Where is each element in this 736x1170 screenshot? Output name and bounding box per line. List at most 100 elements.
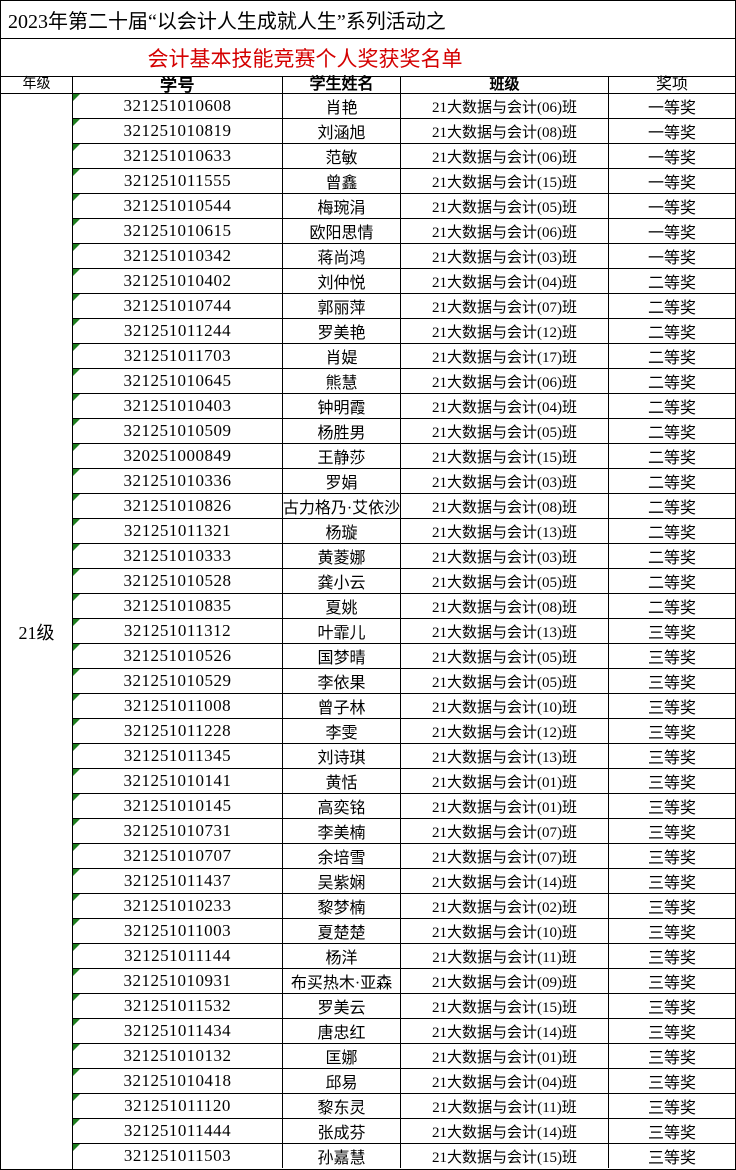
student-name-text: 肖艳: [325, 100, 358, 117]
class-text: 21大数据与会计(07)班: [432, 849, 577, 866]
student-id-text: 321251011144: [124, 946, 231, 965]
student-name-text: 吴紫娴: [317, 875, 366, 892]
excel-error-triangle-icon: [73, 744, 80, 751]
award-text: 二等奖: [647, 450, 696, 467]
student-id-text: 321251010744: [123, 296, 232, 315]
student-id-cell: 321251010544: [73, 194, 283, 218]
student-name-text: 布买热木·亚森: [290, 975, 393, 992]
table-row: 321251011144 杨洋 21大数据与会计(11)班 三等奖: [73, 944, 735, 969]
excel-error-triangle-icon: [73, 519, 80, 526]
award-text: 三等奖: [647, 650, 696, 667]
student-name-text: 钟明霞: [317, 400, 366, 417]
student-id-text: 321251011345: [123, 746, 232, 765]
award-cell: 二等奖: [609, 444, 735, 468]
class-cell: 21大数据与会计(12)班: [401, 319, 609, 343]
class-text: 21大数据与会计(08)班: [432, 499, 577, 516]
table-row: 321251010608 肖艳 21大数据与会计(06)班 一等奖: [73, 94, 735, 119]
student-id-cell: 321251010526: [73, 644, 283, 668]
excel-error-triangle-icon: [73, 644, 80, 651]
student-id-cell: 321251010645: [73, 369, 283, 393]
class-text: 21大数据与会计(12)班: [432, 324, 577, 341]
student-name-text: 李美楠: [317, 825, 366, 842]
class-text: 21大数据与会计(06)班: [432, 99, 577, 116]
student-id-cell: 321251010615: [73, 219, 283, 243]
class-text: 21大数据与会计(01)班: [432, 799, 577, 816]
award-text: 二等奖: [647, 600, 696, 617]
class-text: 21大数据与会计(09)班: [432, 974, 577, 991]
student-name-cell: 杨璇: [283, 519, 401, 543]
award-text: 三等奖: [647, 900, 696, 917]
award-text: 三等奖: [647, 950, 696, 967]
student-id-cell: 321251010336: [73, 469, 283, 493]
award-cell: 三等奖: [609, 819, 735, 843]
student-id-cell: 321251010731: [73, 819, 283, 843]
table-row: 321251010418 邱易 21大数据与会计(04)班 三等奖: [73, 1069, 735, 1094]
award-cell: 一等奖: [609, 169, 735, 193]
table-row: 321251010707 余培雪 21大数据与会计(07)班 三等奖: [73, 844, 735, 869]
award-cell: 三等奖: [609, 1144, 735, 1168]
class-text: 21大数据与会计(06)班: [432, 149, 577, 166]
class-cell: 21大数据与会计(14)班: [401, 869, 609, 893]
student-id-cell: 321251010141: [73, 769, 283, 793]
student-name-text: 夏姚: [325, 600, 358, 617]
class-cell: 21大数据与会计(01)班: [401, 794, 609, 818]
class-cell: 21大数据与会计(13)班: [401, 619, 609, 643]
student-name-text: 李雯: [325, 725, 358, 742]
award-text: 二等奖: [647, 500, 696, 517]
class-text: 21大数据与会计(05)班: [432, 424, 577, 441]
student-id-cell: 321251010402: [73, 269, 283, 293]
student-name-cell: 王静莎: [283, 444, 401, 468]
student-id-text: 321251010615: [123, 221, 232, 240]
award-cell: 三等奖: [609, 744, 735, 768]
document-subtitle: 会计基本技能竞赛个人奖获奖名单: [1, 39, 735, 77]
student-name-cell: 黄恬: [283, 769, 401, 793]
student-name-cell: 夏姚: [283, 594, 401, 618]
class-text: 21大数据与会计(07)班: [432, 824, 577, 841]
student-id-text: 321251011120: [124, 1096, 231, 1115]
column-header-grade: 年级: [1, 77, 72, 94]
student-name-cell: 孙嘉慧: [283, 1144, 401, 1168]
student-id-cell: 321251011555: [73, 169, 283, 193]
excel-error-triangle-icon: [73, 794, 80, 801]
student-name-cell: 布买热木·亚森: [283, 969, 401, 993]
table-row: 321251010744 郭丽萍 21大数据与会计(07)班 二等奖: [73, 294, 735, 319]
class-text: 21大数据与会计(11)班: [432, 1099, 577, 1116]
table-row: 321251010336 罗娟 21大数据与会计(03)班 二等奖: [73, 469, 735, 494]
table-row: 321251010132 匡娜 21大数据与会计(01)班 三等奖: [73, 1044, 735, 1069]
student-id-cell: 321251011503: [73, 1144, 283, 1168]
student-name-text: 黎东灵: [317, 1100, 366, 1117]
class-text: 21大数据与会计(08)班: [432, 599, 577, 616]
class-text: 21大数据与会计(11)班: [432, 949, 577, 966]
student-id-text: 321251011003: [123, 921, 232, 940]
class-cell: 21大数据与会计(01)班: [401, 1044, 609, 1068]
student-name-cell: 国梦晴: [283, 644, 401, 668]
student-name-cell: 曾子林: [283, 694, 401, 718]
award-cell: 三等奖: [609, 869, 735, 893]
award-text: 三等奖: [647, 1100, 696, 1117]
award-cell: 一等奖: [609, 219, 735, 243]
student-id-text: 321251010529: [123, 671, 232, 690]
student-id-text: 321251010509: [123, 421, 232, 440]
class-cell: 21大数据与会计(09)班: [401, 969, 609, 993]
student-name-cell: 唐忠红: [283, 1019, 401, 1043]
excel-error-triangle-icon: [73, 494, 80, 501]
student-id-text: 321251010731: [123, 821, 232, 840]
award-text: 三等奖: [647, 775, 696, 792]
table-row: 321251010931 布买热木·亚森 21大数据与会计(09)班 三等奖: [73, 969, 735, 994]
student-name-text: 黄菱娜: [317, 550, 366, 567]
award-text: 二等奖: [647, 300, 696, 317]
table-row: 321251010633 范敏 21大数据与会计(06)班 一等奖: [73, 144, 735, 169]
class-cell: 21大数据与会计(02)班: [401, 894, 609, 918]
table-row: 321251010529 李依果 21大数据与会计(05)班 三等奖: [73, 669, 735, 694]
excel-error-triangle-icon: [73, 844, 80, 851]
class-text: 21大数据与会计(15)班: [432, 449, 577, 466]
student-id-cell: 321251010418: [73, 1069, 283, 1093]
student-name-cell: 罗美艳: [283, 319, 401, 343]
student-name-cell: 肖艳: [283, 94, 401, 118]
class-cell: 21大数据与会计(10)班: [401, 919, 609, 943]
award-cell: 三等奖: [609, 969, 735, 993]
class-cell: 21大数据与会计(17)班: [401, 344, 609, 368]
excel-error-triangle-icon: [73, 244, 80, 251]
column-header-student-id: 学号: [73, 77, 283, 94]
